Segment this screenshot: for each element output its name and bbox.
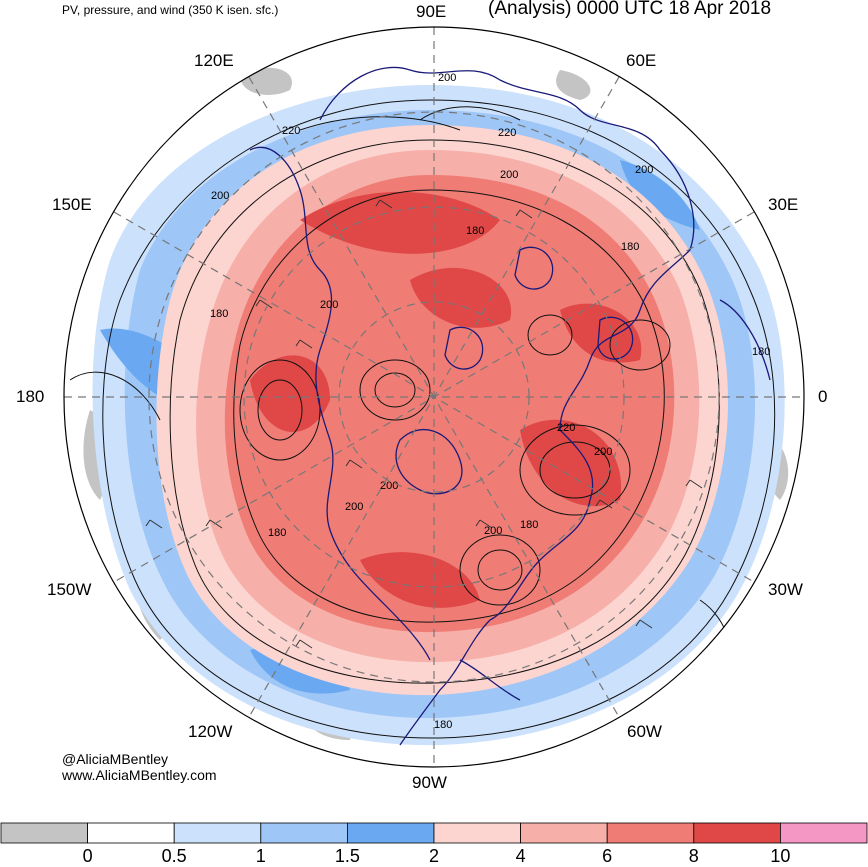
lon-label-150e: 150E — [52, 195, 92, 214]
colorbar-swatch — [260, 822, 348, 844]
colorbar-swatch — [0, 822, 88, 844]
contour-label: 200 — [438, 72, 456, 84]
valid-time-title: (Analysis) 0000 UTC 18 Apr 2018 — [488, 0, 772, 19]
colorbar-swatch — [520, 822, 608, 844]
contour-label: 180 — [268, 527, 286, 539]
colorbar-swatch — [606, 822, 695, 844]
contour-label: 180 — [621, 241, 639, 253]
lon-label-150w: 150W — [47, 580, 92, 599]
colorbar-tick-label: 10 — [770, 846, 791, 866]
contour-label: 180 — [520, 519, 538, 531]
lon-label-120w: 120W — [188, 722, 233, 741]
lon-label-30w: 30W — [768, 580, 803, 599]
contour-label: 200 — [211, 190, 229, 202]
pv-red — [224, 175, 675, 633]
lon-label-180: 180 — [16, 387, 45, 406]
colorbar-swatch — [173, 822, 262, 844]
contour-label: 180 — [434, 719, 452, 731]
contour-label: 200 — [484, 525, 502, 537]
colorbar-swatch — [693, 822, 781, 844]
coastlines — [249, 66, 771, 746]
contour-labels: 200 220 220 200 200 180 200 180 180 200 … — [210, 72, 770, 731]
lon-label-0: 0 — [818, 387, 828, 406]
graticule — [64, 27, 804, 767]
colorbar-tick-label: 0 — [82, 846, 93, 866]
colorbar-tick-label: 0.5 — [161, 846, 187, 866]
colorbar-tick-label: 1.5 — [334, 846, 360, 866]
lon-label-90e: 90E — [416, 2, 447, 21]
colorbar — [0, 822, 868, 844]
colorbar-tick-label: 6 — [602, 846, 613, 866]
credit-website: www.AliciaMBentley.com — [62, 767, 217, 783]
contour-label: 200 — [635, 164, 653, 176]
lon-label-30e: 30E — [768, 195, 799, 214]
contour-label: 180 — [466, 225, 484, 237]
contour-label: 200 — [345, 501, 363, 513]
colorbar-swatch — [433, 822, 521, 844]
colorbar-tick-label: 1 — [255, 846, 266, 866]
map-boundary — [63, 26, 805, 768]
colorbar-swatch — [780, 822, 868, 844]
contour-label: 220 — [282, 125, 300, 137]
lon-label-120e: 120E — [194, 51, 234, 70]
contour-label: 200 — [500, 169, 518, 181]
contour-label: 180 — [210, 308, 228, 320]
contour-label: 220 — [498, 127, 516, 139]
colorbar-tick-label: 4 — [515, 846, 526, 866]
colorbar-swatch — [346, 822, 435, 844]
lon-label-60e: 60E — [626, 51, 657, 70]
credit-handle: @AliciaMBentley — [62, 751, 169, 767]
pressure-contours — [69, 99, 776, 739]
lon-label-60w: 60W — [627, 722, 662, 741]
contour-label: 200 — [380, 480, 398, 492]
colorbar-tick-label: 8 — [688, 846, 699, 866]
colorbar-swatch — [87, 822, 175, 844]
contour-label: 180 — [752, 346, 770, 358]
contour-label: 200 — [320, 299, 338, 311]
contour-label: 200 — [594, 446, 612, 458]
pv-dark-red — [250, 191, 642, 608]
contour-label: 220 — [557, 422, 575, 434]
lon-label-90w: 90W — [412, 773, 447, 792]
wind-barbs — [145, 199, 703, 649]
plot-title: PV, pressure, and wind (350 K isen. sfc.… — [62, 3, 279, 17]
colorbar-tick-label: 2 — [428, 846, 440, 866]
